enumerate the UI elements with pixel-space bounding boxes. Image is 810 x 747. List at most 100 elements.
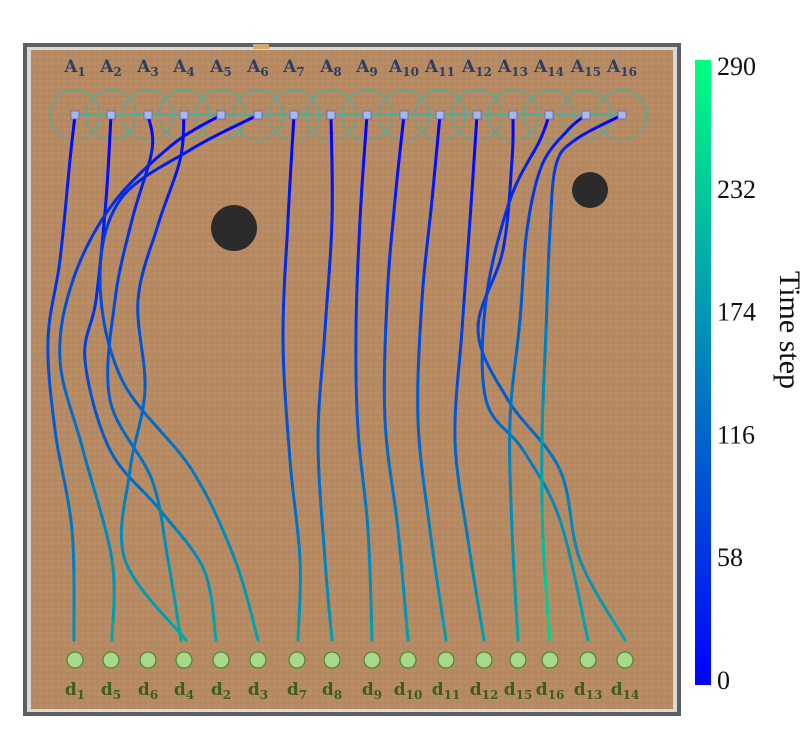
trajectory-segment bbox=[62, 188, 69, 228]
goal-marker bbox=[616, 651, 634, 669]
trajectory-segment bbox=[170, 130, 193, 147]
trajectory-segment bbox=[540, 505, 545, 542]
trajectory-segment bbox=[395, 149, 402, 178]
trajectory-segment bbox=[150, 132, 155, 152]
trajectory-segment bbox=[94, 203, 114, 231]
agent-marker bbox=[106, 110, 116, 120]
trajectory-agent-6 bbox=[98, 113, 260, 642]
trajectory-segment bbox=[540, 148, 552, 167]
obstacle-right bbox=[572, 172, 608, 208]
agent-marker bbox=[216, 110, 226, 120]
trajectory-segment bbox=[545, 258, 551, 297]
trajectory-segment bbox=[470, 159, 476, 193]
trajectory-segment bbox=[213, 122, 242, 138]
trajectory-segment bbox=[494, 418, 511, 436]
trajectory-segment bbox=[158, 508, 178, 532]
goal-marker bbox=[509, 651, 527, 669]
arena bbox=[23, 43, 681, 716]
trajectory-segment bbox=[323, 558, 329, 587]
trajectory-segment bbox=[361, 477, 368, 506]
trajectory-segment bbox=[428, 528, 436, 562]
trajectory-segment bbox=[564, 138, 577, 149]
trajectory-segment bbox=[119, 498, 127, 532]
agent-label: A6 bbox=[246, 57, 269, 79]
goal-marker bbox=[475, 651, 493, 669]
trajectory-segment bbox=[588, 119, 611, 133]
trajectory-segment bbox=[58, 460, 69, 498]
agent-label: A3 bbox=[136, 57, 159, 79]
trajectory-segment bbox=[541, 538, 547, 579]
colorbar-tick-label: 116 bbox=[717, 420, 755, 449]
trajectory-segment bbox=[481, 298, 488, 337]
trajectory-agent-5 bbox=[58, 113, 223, 642]
trajectory-segment bbox=[542, 443, 562, 472]
trajectory-segment bbox=[466, 218, 472, 249]
trajectory-segment bbox=[286, 188, 292, 222]
trajectory-segment bbox=[546, 490, 562, 522]
trajectory-segment bbox=[136, 452, 154, 482]
trajectory-segment bbox=[71, 252, 85, 282]
trajectory-segment bbox=[282, 368, 288, 403]
trajectory-segment bbox=[316, 438, 321, 472]
trajectory-segment bbox=[100, 222, 110, 253]
colorbar-gradient bbox=[695, 60, 711, 685]
trajectory-segment bbox=[119, 426, 140, 456]
trajectory-segment bbox=[399, 558, 406, 594]
obstacles bbox=[211, 172, 608, 251]
trajectory-segment bbox=[520, 256, 526, 290]
trajectory-segment bbox=[288, 458, 295, 489]
trajectory-segment bbox=[481, 352, 496, 379]
trajectory-segment bbox=[398, 128, 404, 153]
trajectory-segment bbox=[554, 152, 562, 167]
trajectory-segment bbox=[484, 263, 494, 302]
trajectory-segment bbox=[566, 497, 575, 532]
colorbar-tick-label: 0 bbox=[717, 666, 730, 695]
goal-label: d13 bbox=[574, 680, 603, 702]
goal-label: d10 bbox=[394, 680, 423, 702]
trajectory-segment bbox=[462, 273, 468, 304]
trajectory-segment bbox=[455, 356, 462, 388]
trajectory-segment bbox=[136, 298, 141, 331]
trajectory-segment bbox=[549, 180, 555, 206]
trajectory-segment bbox=[522, 228, 529, 260]
trajectory-segment bbox=[389, 474, 397, 505]
trajectory-segment bbox=[108, 345, 124, 382]
trajectory-segment bbox=[430, 174, 436, 202]
trajectory-segment bbox=[492, 375, 510, 402]
agent-marker bbox=[617, 110, 627, 120]
agent-label: A9 bbox=[355, 57, 378, 79]
goal-marker bbox=[399, 651, 417, 669]
trajectory-segment bbox=[558, 468, 570, 501]
trajectory-segment bbox=[593, 588, 614, 622]
trajectory-segment bbox=[297, 604, 302, 628]
trajectory-segment bbox=[49, 397, 57, 432]
trajectory-segment bbox=[393, 501, 400, 532]
trajectory-segment bbox=[106, 331, 113, 369]
trajectory-segment bbox=[233, 558, 247, 592]
trajectory-segment bbox=[96, 419, 112, 452]
trajectory-segment bbox=[70, 123, 76, 141]
trajectory-agent-12 bbox=[453, 113, 486, 642]
agent-label: A10 bbox=[388, 57, 419, 79]
goal-marker bbox=[288, 651, 306, 669]
colorbar: 290 232 174 116 58 0 Time step bbox=[695, 52, 806, 695]
trajectory-segment bbox=[509, 491, 514, 532]
trajectory-segment bbox=[84, 320, 93, 341]
colorbar-tick-label: 290 bbox=[717, 52, 756, 81]
trajectory-segment bbox=[108, 448, 127, 474]
agent-marker bbox=[399, 110, 409, 120]
agent-marker bbox=[472, 110, 482, 120]
trajectory-segment bbox=[139, 388, 147, 419]
trajectory-segment bbox=[319, 355, 325, 386]
trajectory-segment bbox=[148, 223, 160, 251]
trajectory-segment bbox=[470, 565, 479, 598]
trajectory-segment bbox=[46, 311, 53, 342]
trajectory-segment bbox=[137, 327, 145, 362]
trajectory-segment bbox=[420, 271, 426, 302]
goal-marker bbox=[139, 651, 157, 669]
goal-marker bbox=[323, 651, 341, 669]
trajectory-segment bbox=[508, 384, 515, 422]
trajectory-segment bbox=[551, 163, 558, 184]
agent-label: A15 bbox=[570, 57, 601, 79]
trajectory-segment bbox=[53, 428, 62, 464]
